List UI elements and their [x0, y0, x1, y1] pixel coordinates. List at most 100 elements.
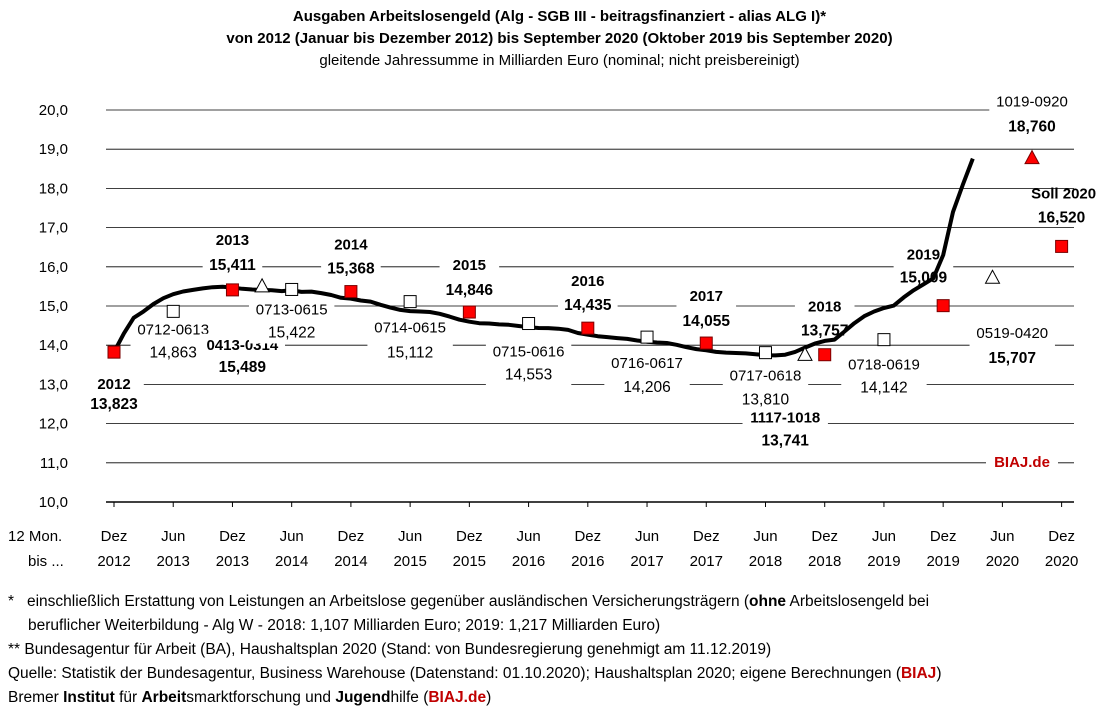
x-tick-label-month: Dez — [693, 528, 720, 545]
x-tick-label-month: Jun — [753, 528, 777, 545]
y-tick-label: 13,0 — [39, 376, 68, 393]
data-label-background — [676, 285, 737, 333]
y-tick-label: 10,0 — [39, 494, 68, 511]
data-label-name: 0713-0615 — [256, 301, 328, 318]
y-tick-label: 20,0 — [39, 102, 68, 119]
data-label-background — [485, 340, 572, 386]
institute-part-3: für — [114, 689, 142, 706]
data-label-background — [202, 228, 263, 276]
x-tick-label-month: Jun — [280, 528, 304, 545]
data-label-value: 13,741 — [762, 433, 810, 450]
data-point-white — [522, 317, 536, 331]
data-label-value: 13,823 — [90, 396, 138, 413]
data-label-name: 2019 — [907, 246, 940, 263]
line-chart: 10,0 11,0 12,0 13,0 14,0 15,0 16,0 17,0 18,0 19,0… — [8, 90, 1097, 570]
data-point-red — [107, 345, 121, 359]
chart-title: Ausgaben Arbeitslosengeld (Alg - SGB III… — [292, 8, 827, 25]
data-label-name: 2012 — [97, 376, 130, 393]
x-tick-label-year: 2018 — [808, 553, 841, 570]
data-label-value: 14,142 — [860, 380, 907, 397]
x-tick-label-month: Dez — [930, 528, 957, 545]
institute-part-1: Bremer — [8, 689, 64, 706]
data-label-value: 14,846 — [446, 282, 494, 299]
data-point-white — [403, 295, 417, 309]
footnote-1-text-c: Arbeitslosengeld bei — [786, 593, 930, 610]
data-label-background — [989, 90, 1075, 138]
data-label-background — [969, 322, 1055, 369]
x-tick-label-year: 2019 — [926, 553, 959, 570]
data-label-value: 15,489 — [219, 359, 267, 376]
footnote-star: * — [8, 593, 15, 610]
y-tick-label: 18,0 — [39, 180, 68, 197]
data-label-background — [794, 295, 855, 342]
data-point-red — [344, 285, 358, 299]
x-tick-label-year: 2017 — [690, 553, 723, 570]
data-label-name: 0716-0617 — [611, 355, 683, 372]
y-tick-label: 16,0 — [39, 259, 68, 276]
x-tick-label-year: 2015 — [393, 553, 426, 570]
data-label-value: 18,760 — [1008, 119, 1055, 136]
data-label-value: 15,112 — [387, 345, 433, 362]
data-point-red — [225, 283, 239, 297]
institute-part-6: Jugend — [335, 689, 391, 706]
data-point-red — [581, 321, 595, 335]
institute-part-7: hilfe ( — [390, 689, 429, 706]
data-label-value: 14,435 — [564, 297, 612, 314]
data-label-name: 0718-0619 — [848, 357, 920, 374]
x-tick-label-month: Dez — [456, 528, 483, 545]
data-label-name: 0717-0618 — [730, 368, 802, 385]
source-biaj: BIAJ — [900, 665, 937, 682]
x-tick-label-month: Jun — [398, 528, 422, 545]
data-label-value: 14,055 — [683, 313, 731, 330]
triangle-marker-red — [1024, 149, 1040, 165]
source-text: Quelle: Statistik der Bundesagentur, Bus… — [8, 665, 901, 682]
institute-link[interactable]: BIAJ.de — [428, 689, 487, 706]
data-label-background — [439, 254, 500, 302]
data-label-value: 15,707 — [989, 350, 1036, 367]
data-label-name: 0714-0615 — [374, 320, 446, 337]
footnote-1-text-a: einschließlich Erstattung von Leistungen… — [26, 593, 750, 610]
x-tick-label-month: Jun — [161, 528, 185, 545]
x-tick-label-year: 2019 — [867, 553, 900, 570]
x-tick-label-year: 2016 — [512, 553, 545, 570]
planned-label: Soll 2020 — [1031, 185, 1096, 202]
data-label-name: 1019-0920 — [996, 94, 1068, 111]
x-axis-caption: 12 Mon. — [8, 528, 62, 545]
data-label-value: 14,206 — [623, 379, 670, 396]
data-label-background — [84, 373, 144, 416]
x-tick-label-month: Dez — [219, 528, 246, 545]
data-label-value: 15,422 — [268, 324, 315, 341]
x-tick-label-month: Dez — [811, 528, 838, 545]
source-close: ) — [936, 665, 942, 682]
x-tick-label-month: Jun — [990, 528, 1014, 545]
x-tick-label-year: 2014 — [334, 553, 367, 570]
data-label-name: 1117-1018 — [750, 410, 820, 427]
x-tick-label-year: 2015 — [453, 553, 486, 570]
data-point-white — [285, 282, 299, 296]
planned-value: 16,520 — [1038, 209, 1085, 226]
data-label-name: 2014 — [334, 237, 368, 254]
data-label-name: 0712-0613 — [137, 321, 209, 338]
footnote-1-text-d: beruflicher Weiterbildung - Alg W - 2018… — [28, 617, 661, 634]
y-tick-label: 15,0 — [39, 298, 68, 315]
data-label-name: 2018 — [808, 299, 841, 316]
planned-value-marker — [1055, 239, 1069, 253]
institute-part-5: smarktforschung und — [186, 689, 336, 706]
chart-subtitle-units: gleitende Jahressumme in Milliarden Euro… — [319, 52, 800, 69]
x-tick-label-month: Jun — [516, 528, 540, 545]
data-label-value: 14,553 — [505, 367, 552, 384]
x-tick-label-year: 2020 — [1045, 553, 1078, 570]
data-label-background — [841, 353, 927, 399]
data-label-value: 13,757 — [801, 323, 848, 340]
y-tick-label: 19,0 — [39, 141, 68, 158]
data-label-name: 2016 — [571, 273, 604, 290]
data-point-red — [936, 299, 950, 313]
footnotes: * einschließlich Erstattung von Leistung… — [8, 590, 1108, 710]
data-label-background — [604, 352, 690, 399]
footnote-2: ** Bundesagentur für Arbeit (BA), Hausha… — [8, 641, 772, 658]
x-tick-label-year: 2013 — [157, 553, 190, 570]
data-point-red — [818, 348, 832, 362]
institute-part-9: ) — [486, 689, 492, 706]
data-label-name: 2017 — [690, 288, 723, 305]
data-label-value: 13,810 — [742, 392, 790, 409]
